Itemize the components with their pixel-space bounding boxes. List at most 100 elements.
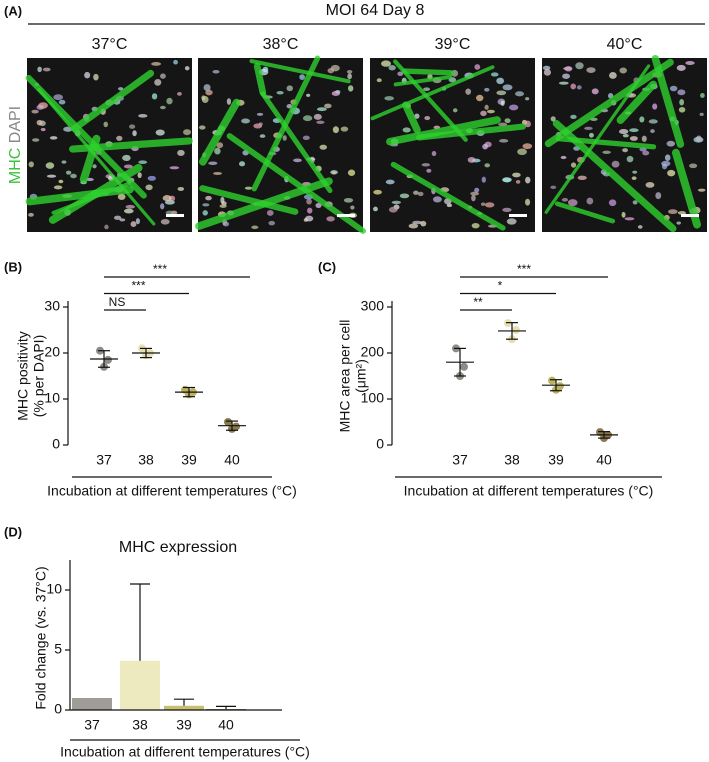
nucleus xyxy=(465,88,472,95)
myotube xyxy=(616,80,658,124)
myotube xyxy=(251,55,321,192)
nucleus xyxy=(525,198,531,206)
nucleus xyxy=(480,202,486,206)
nucleus xyxy=(637,225,643,229)
x-tick-label: 39 xyxy=(181,452,197,468)
x-tick-label: 38 xyxy=(504,452,520,468)
significance-label: *** xyxy=(517,262,531,276)
nucleus xyxy=(431,150,437,157)
nucleus xyxy=(499,139,509,143)
nucleus xyxy=(307,207,313,214)
myotube xyxy=(253,62,267,96)
nucleus xyxy=(484,104,489,110)
nucleus xyxy=(244,186,253,190)
myotube xyxy=(79,134,101,184)
nucleus xyxy=(118,87,124,91)
nucleus xyxy=(302,115,313,122)
data-point xyxy=(556,382,564,391)
nucleus xyxy=(28,212,34,217)
myotube xyxy=(199,98,241,166)
nucleus xyxy=(474,187,480,193)
nucleus xyxy=(37,66,42,73)
nucleus xyxy=(480,110,487,117)
nucleus xyxy=(58,99,66,105)
nucleus xyxy=(471,222,480,229)
nucleus xyxy=(160,203,165,210)
nucleus xyxy=(219,204,227,208)
nucleus xyxy=(116,135,123,141)
y-tick-label: 30 xyxy=(44,298,60,314)
nucleus xyxy=(40,127,46,132)
significance-label: *** xyxy=(131,279,145,293)
nucleus xyxy=(177,91,182,96)
x-tick-label: 39 xyxy=(548,452,564,468)
nucleus xyxy=(151,62,162,66)
nucleus xyxy=(470,191,480,196)
nucleus xyxy=(388,65,396,71)
nucleus xyxy=(525,97,530,101)
nucleus xyxy=(132,130,137,137)
nucleus xyxy=(381,60,391,67)
nucleus xyxy=(567,199,578,207)
nucleus xyxy=(608,199,617,207)
y-tick-label: 200 xyxy=(361,344,385,360)
nucleus xyxy=(642,150,650,156)
nucleus xyxy=(515,91,525,97)
nucleus xyxy=(160,73,166,79)
nucleus xyxy=(648,119,658,124)
nucleus xyxy=(376,78,382,83)
chart-title: MHC expression xyxy=(119,539,237,556)
nucleus xyxy=(138,160,148,165)
x-axis-label: Incubation at different temperatures (°C… xyxy=(404,483,654,499)
nucleus xyxy=(496,77,505,85)
nucleus xyxy=(154,79,162,86)
nucleus xyxy=(591,88,599,95)
nucleus xyxy=(347,85,354,92)
nucleus xyxy=(155,129,165,136)
y-tick-label: 0 xyxy=(376,436,384,452)
nucleus xyxy=(677,211,687,215)
nucleus xyxy=(420,220,427,227)
nucleus xyxy=(103,121,109,128)
x-tick-label: 37 xyxy=(84,717,100,733)
nucleus xyxy=(306,198,312,205)
nucleus xyxy=(169,166,180,170)
nucleus xyxy=(695,135,702,142)
nucleus xyxy=(498,122,508,127)
micrograph xyxy=(195,55,366,234)
nucleus xyxy=(624,217,635,221)
nucleus xyxy=(622,148,629,153)
nucleus xyxy=(319,144,328,150)
nucleus xyxy=(216,142,224,149)
nucleus xyxy=(484,87,490,92)
nucleus xyxy=(496,90,507,96)
nucleus xyxy=(326,216,335,222)
nucleus xyxy=(676,64,686,71)
nucleus xyxy=(123,208,134,214)
nucleus xyxy=(199,125,206,130)
y-tick-label: 10 xyxy=(44,390,60,406)
nucleus xyxy=(183,129,192,136)
nucleus xyxy=(558,81,569,85)
nucleus xyxy=(586,67,596,73)
nucleus xyxy=(433,196,442,203)
nucleus xyxy=(160,218,170,225)
y-tick-label: 0 xyxy=(54,701,62,717)
nucleus xyxy=(335,90,341,94)
myotube xyxy=(71,69,155,132)
nucleus xyxy=(446,203,453,208)
nucleus xyxy=(611,160,620,168)
nucleus xyxy=(162,195,172,202)
nucleus xyxy=(631,176,637,181)
nucleus xyxy=(226,98,232,105)
bar xyxy=(120,660,160,710)
nucleus xyxy=(622,134,629,138)
nucleus xyxy=(256,112,264,116)
nucleus xyxy=(202,210,208,216)
micrograph xyxy=(370,58,535,232)
nucleus xyxy=(476,94,484,102)
nucleus xyxy=(602,150,611,155)
nucleus xyxy=(373,206,378,212)
x-axis-label: Incubation at different temperatures (°C… xyxy=(47,483,297,499)
nucleus xyxy=(330,64,340,72)
